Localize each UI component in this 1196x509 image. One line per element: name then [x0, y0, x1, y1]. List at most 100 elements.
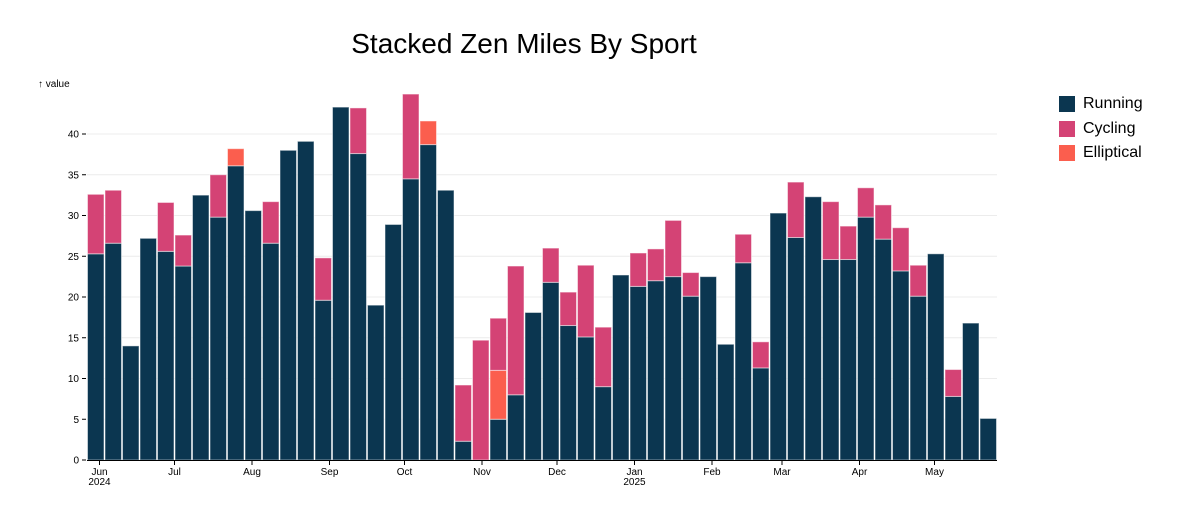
x-tick-label: Jan — [626, 467, 642, 478]
y-tick-label: 0 — [73, 456, 79, 467]
bar-cycling — [262, 201, 280, 244]
y-axis-label: ↑ value — [38, 79, 70, 90]
x-tick-sublabel: 2025 — [623, 477, 646, 488]
bar-running — [909, 295, 927, 461]
bar-running — [717, 343, 735, 461]
chart-title: Stacked Zen Miles By Sport — [351, 28, 697, 59]
y-tick-label: 35 — [68, 170, 80, 181]
x-tick-label: May — [925, 467, 944, 478]
bar-cycling — [909, 264, 927, 297]
legend-swatch — [1059, 96, 1075, 113]
x-tick-label: Jun — [91, 467, 107, 478]
bar-cycling — [857, 187, 875, 218]
bar-running — [489, 418, 507, 461]
legend-item-cycling: Cycling — [1059, 117, 1143, 142]
bar-running — [629, 285, 647, 461]
bar-running — [944, 395, 962, 461]
bar-cycling — [647, 248, 665, 282]
bar-cycling — [87, 193, 105, 255]
bar-cycling — [157, 201, 175, 252]
bar-cycling — [559, 291, 577, 327]
bar-elliptical — [419, 120, 437, 146]
x-tick-label: Jul — [168, 467, 181, 478]
bar-cycling — [752, 341, 770, 369]
bar-running — [612, 274, 630, 461]
bar-running — [962, 322, 980, 461]
bar-cycling — [664, 219, 682, 278]
legend: Running Cycling Elliptical — [1059, 92, 1143, 166]
legend-label: Cycling — [1083, 119, 1136, 137]
bar-running — [454, 440, 472, 461]
bar-cycling — [174, 234, 192, 267]
bar-running — [647, 280, 665, 461]
bar-cycling — [839, 225, 857, 261]
legend-label: Running — [1083, 95, 1143, 113]
legend-item-elliptical: Elliptical — [1059, 141, 1143, 166]
y-tick-label: 30 — [68, 211, 80, 222]
bar-elliptical — [227, 148, 245, 167]
x-tick-label: Apr — [852, 467, 868, 478]
legend-swatch — [1059, 120, 1075, 137]
legend-item-running: Running — [1059, 92, 1143, 117]
bar-running — [577, 336, 595, 461]
bar-cycling — [472, 339, 490, 461]
bar-running — [332, 106, 350, 461]
bar-running — [734, 262, 752, 461]
bar-running — [139, 237, 157, 461]
bar-cycling — [314, 257, 332, 301]
bar-running — [839, 259, 857, 461]
bar-running — [87, 253, 105, 461]
bar-running — [699, 276, 717, 461]
bar-running — [682, 295, 700, 461]
bar-running — [192, 194, 210, 461]
bar-running — [402, 178, 420, 461]
bar-cycling — [787, 181, 805, 239]
bar-running — [804, 196, 822, 461]
bar-cycling — [944, 369, 962, 397]
y-tick-label: 25 — [68, 252, 80, 263]
bar-running — [524, 311, 542, 461]
bar-running — [209, 216, 227, 461]
legend-swatch — [1059, 145, 1075, 162]
y-tick-label: 40 — [68, 130, 80, 141]
bar-running — [227, 165, 245, 461]
bar-cycling — [874, 204, 892, 240]
x-tick-label: Sep — [321, 467, 339, 478]
x-tick-label: Mar — [773, 467, 791, 478]
bar-running — [244, 210, 262, 461]
y-tick-label: 20 — [68, 293, 80, 304]
x-tick-label: Aug — [243, 467, 261, 478]
bar-running — [419, 144, 437, 461]
bar-running — [349, 153, 367, 461]
bar-elliptical — [489, 369, 507, 420]
bar-running — [787, 237, 805, 461]
x-tick-label: Nov — [473, 467, 491, 478]
bar-running — [104, 242, 122, 461]
bar-running — [542, 281, 560, 461]
bar-running — [314, 299, 332, 461]
bar-running — [559, 325, 577, 461]
bar-running — [752, 367, 770, 461]
bar-cycling — [104, 189, 122, 244]
bar-running — [279, 149, 297, 461]
bar-running — [157, 250, 175, 461]
bar-cycling — [209, 174, 227, 218]
bar-running — [979, 417, 997, 461]
bar-cycling — [682, 272, 700, 297]
bar-running — [437, 189, 455, 461]
bar-running — [927, 253, 945, 461]
bar-running — [769, 212, 787, 461]
x-tick-label: Oct — [397, 467, 413, 478]
bar-cycling — [349, 107, 367, 155]
x-tick-label: Dec — [548, 467, 566, 478]
bar-cycling — [892, 227, 910, 272]
x-tick-label: Feb — [703, 467, 721, 478]
legend-label: Elliptical — [1083, 144, 1142, 162]
bar-cycling — [594, 326, 612, 388]
bar-cycling — [402, 93, 420, 180]
bar-cycling — [489, 317, 507, 371]
bar-cycling — [577, 264, 595, 338]
bar-cycling — [822, 201, 840, 261]
